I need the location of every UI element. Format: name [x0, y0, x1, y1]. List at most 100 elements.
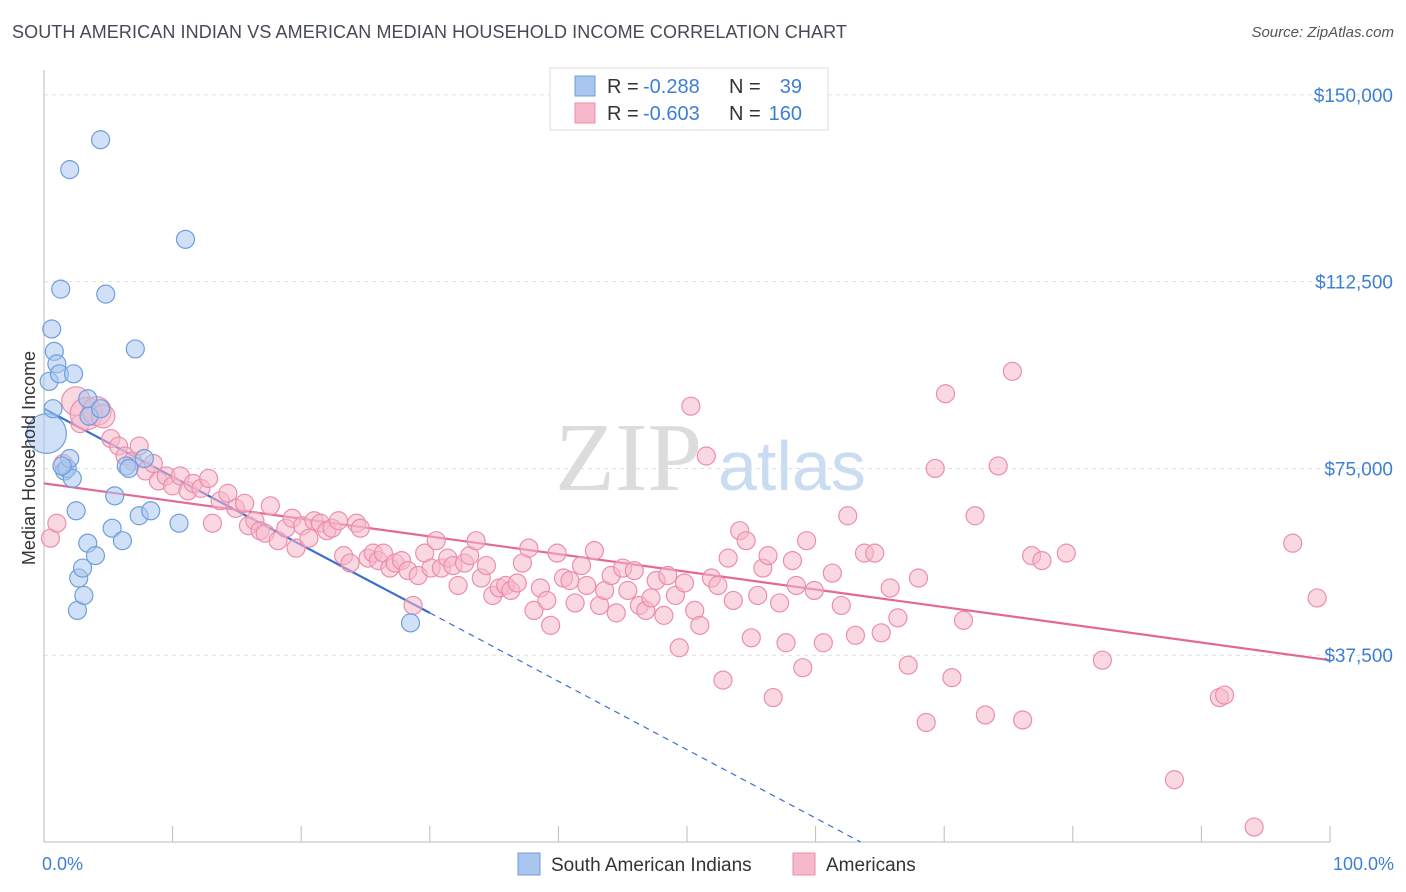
south-american-indians-point-31 — [125, 339, 145, 359]
legend-swatch-blue — [574, 75, 596, 97]
bottom-legend-label-pink: Americans — [826, 855, 916, 876]
chart-title: SOUTH AMERICAN INDIAN VS AMERICAN MEDIAN… — [12, 22, 847, 42]
americans-point-122 — [782, 550, 803, 571]
americans-point-129 — [831, 595, 851, 616]
chart-source: Source: ZipAtlas.com — [1251, 24, 1394, 41]
americans-point-127 — [813, 633, 833, 653]
americans-point-125 — [796, 531, 817, 551]
south-american-indians-point-22 — [90, 399, 111, 419]
americans-point-81 — [547, 543, 567, 563]
americans-point-87 — [584, 541, 605, 561]
americans-point-76 — [519, 538, 539, 558]
americans-point-91 — [606, 603, 626, 623]
americans-point-110 — [713, 670, 733, 690]
americans-point-36 — [286, 538, 306, 558]
americans-point-69 — [476, 555, 496, 576]
legend-box — [549, 67, 829, 131]
americans-point-128 — [822, 563, 842, 583]
legend-r-value-2: -0.603 — [643, 103, 700, 125]
americans-point-153 — [1164, 770, 1184, 790]
legend-n-label-1: N = — [729, 76, 761, 98]
watermark: ZIP atlas — [555, 404, 866, 512]
americans-point-143 — [953, 610, 974, 630]
americans-point-93 — [618, 580, 638, 601]
x-tick-labels: 0.0% 100.0% — [42, 854, 1394, 874]
americans-point-1 — [47, 513, 67, 533]
points-south-american-indians — [26, 130, 421, 633]
americans-point-86 — [577, 575, 597, 596]
x-tick-label-end: 100.0% — [1333, 854, 1394, 874]
y-tick-label-1: $75,000 — [1324, 459, 1393, 480]
americans-point-135 — [880, 578, 900, 598]
americans-point-118 — [758, 546, 778, 566]
americans-point-45 — [340, 553, 360, 573]
south-american-indians-point-16 — [72, 558, 93, 578]
legend-n-label-2: N = — [729, 103, 761, 125]
south-american-indians-point-13 — [66, 501, 86, 521]
south-american-indians-point-30 — [119, 458, 139, 479]
americans-point-83 — [560, 570, 580, 591]
americans-point-126 — [804, 580, 824, 601]
americans-point-145 — [975, 705, 995, 725]
americans-point-114 — [736, 531, 756, 551]
y-tick-labels: $37,500 $75,000 $112,500 $150,000 — [1314, 86, 1393, 667]
legend-r-value-1: -0.288 — [643, 76, 700, 98]
americans-point-124 — [793, 658, 813, 678]
americans-point-121 — [776, 633, 796, 653]
americans-point-25 — [218, 483, 238, 503]
bottom-legend-swatch-blue — [517, 852, 541, 876]
americans-point-23 — [202, 513, 223, 533]
south-american-indians-point-23 — [90, 130, 111, 150]
south-american-indians-point-21 — [85, 546, 106, 566]
axes — [43, 70, 1331, 843]
americans-point-107 — [696, 446, 716, 466]
south-american-indians-point-24 — [60, 160, 80, 180]
americans-point-47 — [350, 518, 370, 538]
legend: R = -0.288 N = 39 R = -0.603 N = 160 — [549, 67, 829, 131]
legend-swatch-pink — [574, 102, 596, 124]
south-american-indians-point-26 — [102, 518, 122, 538]
americans-point-123 — [786, 575, 806, 596]
points-americans — [40, 361, 1327, 837]
south-american-indians-point-28 — [112, 531, 133, 551]
americans-point-157 — [1283, 533, 1303, 553]
x-tick-label-start: 0.0% — [42, 854, 83, 874]
americans-point-155 — [1214, 685, 1235, 705]
watermark-zip: ZIP — [555, 404, 702, 512]
americans-point-112 — [723, 590, 743, 611]
south-american-indians-point-25 — [96, 284, 116, 304]
y-axis-title: Median Household Income — [19, 351, 39, 565]
y-tick-label-0: $37,500 — [1324, 646, 1393, 667]
americans-point-79 — [537, 590, 557, 611]
americans-point-139 — [916, 712, 936, 733]
south-american-indians-point-33 — [134, 448, 154, 469]
americans-point-133 — [865, 543, 885, 563]
south-american-indians-point-36 — [175, 229, 196, 249]
americans-point-115 — [741, 628, 761, 648]
americans-point-32 — [260, 496, 280, 516]
watermark-atlas: atlas — [718, 427, 866, 505]
bottom-legend-swatch-pink — [792, 852, 816, 876]
americans-point-151 — [1056, 543, 1076, 563]
americans-point-103 — [674, 573, 695, 593]
americans-point-131 — [845, 625, 866, 645]
americans-point-134 — [871, 623, 891, 643]
south-american-indians-point-7 — [43, 399, 63, 419]
americans-point-67 — [466, 531, 486, 551]
bottom-legend: South American Indians Americans — [517, 852, 916, 876]
gridlines — [44, 94, 1395, 656]
south-american-indians-point-2 — [42, 319, 62, 339]
legend-n-value-1: 39 — [780, 76, 802, 98]
americans-point-99 — [654, 605, 674, 625]
y-tick-label-3: $150,000 — [1314, 86, 1393, 107]
south-american-indians-point-37 — [400, 613, 421, 633]
south-american-indians-point-35 — [169, 513, 189, 533]
americans-point-109 — [708, 575, 728, 596]
americans-point-74 — [507, 573, 527, 593]
americans-point-97 — [641, 588, 661, 608]
americans-point-56 — [403, 595, 423, 616]
americans-point-85 — [571, 555, 592, 576]
americans-point-136 — [888, 608, 908, 628]
americans-point-106 — [690, 615, 710, 635]
